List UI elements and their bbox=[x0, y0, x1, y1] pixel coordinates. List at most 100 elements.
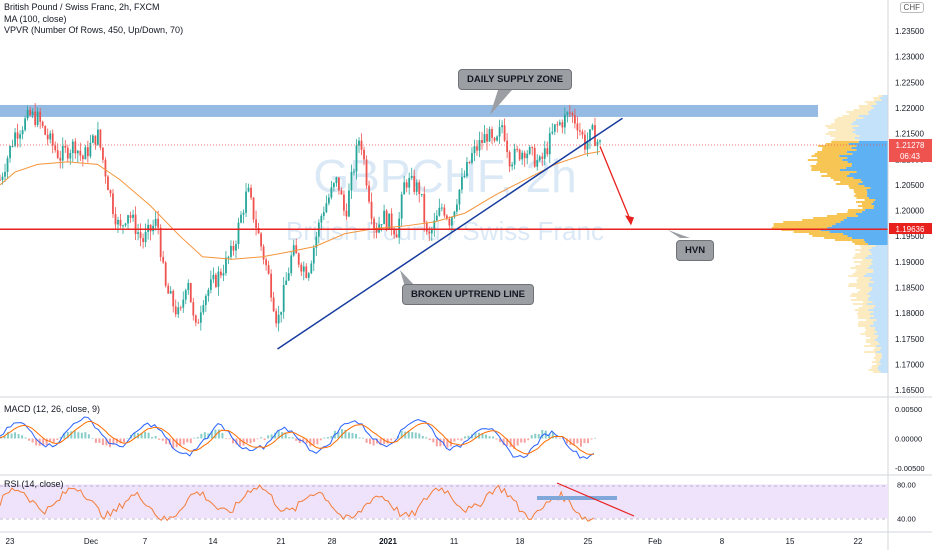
candle bbox=[546, 141, 549, 157]
candle bbox=[124, 222, 127, 228]
candle bbox=[157, 210, 160, 235]
candle bbox=[300, 262, 303, 277]
candle bbox=[506, 133, 509, 159]
candle bbox=[332, 182, 335, 192]
candle bbox=[358, 137, 360, 153]
candle bbox=[144, 223, 147, 248]
svg-text:25: 25 bbox=[584, 537, 593, 546]
candle bbox=[159, 224, 162, 262]
candle bbox=[340, 187, 343, 195]
candle bbox=[456, 199, 458, 215]
candle bbox=[375, 223, 378, 239]
indicator-vpvr-label[interactable]: VPVR (Number Of Rows, 450, Up/Down, 70) bbox=[4, 25, 184, 35]
candle bbox=[212, 267, 215, 284]
candle bbox=[74, 138, 77, 159]
candle bbox=[220, 268, 222, 279]
svg-text:Feb: Feb bbox=[648, 537, 662, 546]
candle bbox=[287, 267, 290, 282]
candle bbox=[327, 193, 330, 206]
macd-axis: 0.00500 0.00000 -0.00500 bbox=[895, 405, 925, 473]
price-axis[interactable]: 1.235001.230001.225001.220001.215001.210… bbox=[895, 27, 924, 395]
rsi-axis: 80.00 40.00 bbox=[897, 480, 916, 523]
price-candles bbox=[0, 103, 601, 332]
projection-arrow[interactable] bbox=[599, 146, 634, 226]
supply-zone-callout[interactable]: DAILY SUPPLY ZONE bbox=[458, 69, 573, 90]
candle bbox=[202, 300, 205, 315]
candle bbox=[516, 145, 519, 153]
candle bbox=[79, 142, 82, 162]
candle bbox=[94, 135, 97, 150]
candle bbox=[197, 318, 200, 324]
moving-average-line bbox=[0, 151, 601, 260]
candle bbox=[245, 182, 247, 217]
candle bbox=[26, 105, 29, 121]
candle bbox=[207, 287, 210, 302]
currency-button[interactable]: CHF bbox=[899, 2, 924, 13]
candle bbox=[260, 231, 262, 251]
svg-text:0.00000: 0.00000 bbox=[895, 434, 922, 443]
candle bbox=[252, 197, 255, 223]
candle bbox=[237, 217, 240, 249]
svg-text:06:43: 06:43 bbox=[900, 152, 921, 161]
candle bbox=[523, 150, 526, 167]
candle bbox=[39, 107, 42, 129]
candle bbox=[353, 168, 355, 176]
chart-title: British Pound / Swiss Franc, 2h, FXCM bbox=[4, 2, 160, 12]
candle bbox=[594, 117, 596, 147]
candle bbox=[307, 271, 310, 281]
candle bbox=[107, 174, 109, 191]
candle bbox=[169, 286, 172, 294]
rsi-line bbox=[0, 484, 595, 522]
candle bbox=[89, 134, 92, 159]
candle bbox=[463, 170, 466, 179]
macd-histogram bbox=[0, 429, 596, 449]
candle bbox=[114, 207, 117, 229]
candle bbox=[553, 124, 556, 135]
rsi-divergence-line[interactable] bbox=[556, 482, 635, 517]
candle bbox=[71, 139, 74, 162]
svg-text:1.19000: 1.19000 bbox=[895, 258, 924, 267]
candle bbox=[563, 107, 566, 135]
candle bbox=[19, 130, 21, 148]
candle bbox=[164, 260, 167, 288]
candle bbox=[461, 168, 463, 194]
rsi-label[interactable]: RSI (14, close) bbox=[4, 479, 64, 489]
svg-text:23: 23 bbox=[6, 537, 15, 546]
uptrend-callout-pointer bbox=[400, 270, 416, 287]
candle bbox=[418, 179, 421, 203]
candle bbox=[187, 279, 190, 295]
svg-text:11: 11 bbox=[450, 537, 459, 546]
indicator-ma-label[interactable]: MA (100, close) bbox=[4, 14, 67, 24]
uptrend-callout[interactable]: BROKEN UPTREND LINE bbox=[402, 284, 535, 305]
candle bbox=[112, 189, 114, 218]
candle bbox=[6, 155, 9, 180]
macd-label[interactable]: MACD (12, 26, close, 9) bbox=[4, 404, 101, 414]
uptrend-line[interactable] bbox=[277, 117, 623, 350]
time-axis[interactable]: 23 Dec 7 14 21 28 2021 11 18 25 Feb 8 15 22 bbox=[6, 537, 863, 546]
svg-text:0.00500: 0.00500 bbox=[895, 405, 922, 414]
candle bbox=[322, 206, 325, 220]
candle bbox=[132, 209, 134, 222]
candle bbox=[31, 108, 34, 119]
candle bbox=[182, 291, 185, 313]
candle bbox=[240, 211, 242, 224]
candle bbox=[541, 152, 544, 167]
candle bbox=[368, 180, 370, 204]
svg-text:1.23500: 1.23500 bbox=[895, 27, 924, 36]
candle bbox=[277, 305, 280, 332]
candle bbox=[59, 150, 62, 169]
svg-text:80.00: 80.00 bbox=[897, 480, 916, 489]
hvn-callout[interactable]: HVN bbox=[676, 240, 715, 261]
candle bbox=[81, 154, 84, 167]
candle bbox=[503, 118, 506, 143]
macd-signal-line bbox=[0, 420, 595, 455]
candle bbox=[267, 260, 270, 275]
svg-text:1.17500: 1.17500 bbox=[895, 335, 924, 344]
candle bbox=[312, 244, 315, 272]
candle bbox=[265, 257, 268, 271]
svg-text:40.00: 40.00 bbox=[897, 514, 916, 523]
candle bbox=[4, 163, 6, 183]
candle bbox=[162, 250, 165, 264]
candle bbox=[119, 214, 122, 229]
candle bbox=[400, 191, 403, 227]
